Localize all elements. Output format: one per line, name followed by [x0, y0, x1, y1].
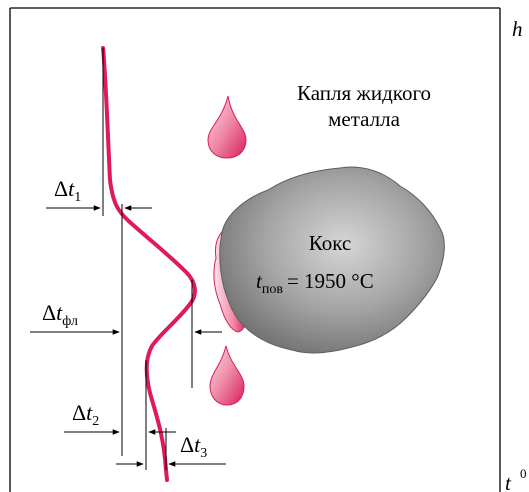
delta-t2-marker: Δt2 [64, 400, 176, 435]
droplet-label-line2: металла [328, 107, 401, 131]
droplet-top [207, 95, 247, 159]
t-axis-superscript: 0 [520, 466, 527, 481]
coke-title: Кокс [309, 231, 351, 255]
delta-tfl-marker: Δtфл [30, 300, 222, 335]
droplet-label-line1: Капля жидкого [297, 81, 431, 105]
delta-tfl-label: Δtфл [42, 300, 78, 329]
guide-lines [102, 48, 193, 470]
delta-t3-marker: Δt3 [116, 432, 226, 467]
delta-t3-label: Δt3 [180, 432, 207, 461]
delta-t1-marker: Δt1 [46, 176, 152, 211]
delta-t1-label: Δt1 [54, 176, 81, 205]
coke-surface-temperature: tпов = 1950 °C [256, 269, 374, 297]
droplet-bottom [209, 345, 245, 406]
temperature-profile-curve [101, 46, 197, 482]
frame [9, 7, 501, 492]
h-axis-label: h [512, 17, 523, 41]
delta-t2-label: Δt2 [72, 400, 99, 429]
t-axis-label: t [505, 471, 512, 492]
coke-lump [219, 166, 445, 354]
